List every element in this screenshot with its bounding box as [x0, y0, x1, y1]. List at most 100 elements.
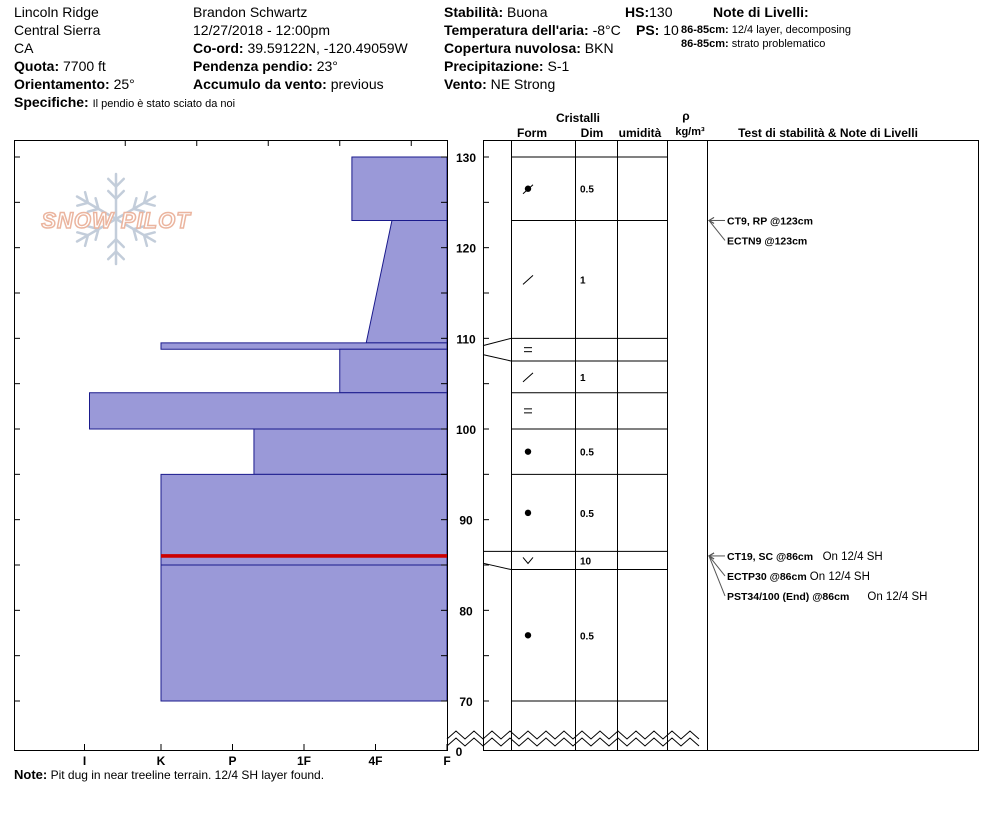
layer-notes-title: Note di Livelli:: [713, 4, 809, 20]
observer: Brandon Schwartz: [193, 4, 308, 20]
test-note: On 12/4 SH: [810, 571, 870, 583]
pit-note: Note: Pit dug in near treeline terrain. …: [14, 766, 324, 784]
surface-hoar-icon: [522, 557, 534, 565]
flake-branch: [132, 207, 146, 213]
height-tick-label: 100: [456, 423, 476, 437]
wind-loading-value: previous: [330, 76, 384, 92]
slope: Pendenza pendio: 23°: [193, 57, 338, 75]
grain-size-label: 10: [580, 556, 592, 567]
layer-note-text: strato problematico: [731, 38, 826, 50]
height-tick-label: 130: [456, 151, 476, 165]
hardness-tick-label: F: [443, 754, 450, 768]
precip-value: S-1: [547, 58, 570, 74]
height-tick-label: 90: [459, 514, 473, 528]
note-label: Note:: [14, 767, 48, 782]
aspect: Orientamento: 25°: [14, 75, 135, 93]
flake-branch: [106, 177, 118, 188]
datetime: 12/27/2018 - 12:00pm: [193, 22, 330, 38]
weak-layer-band: [161, 554, 447, 558]
height-tick-label: 80: [459, 604, 473, 618]
slope-label: Pendenza pendio:: [193, 58, 313, 74]
slope-value: 23°: [316, 58, 338, 74]
flake-branch: [94, 227, 100, 242]
flake-branch: [114, 250, 126, 261]
boundary-connector: [482, 354, 512, 362]
grain-size-label: 0.5: [580, 448, 594, 459]
flake-branch: [142, 201, 156, 207]
faceted-grain-icon: [522, 372, 534, 383]
axis-break: [446, 730, 700, 740]
flake-arm: [75, 217, 118, 243]
ps-label: PS:: [636, 22, 660, 38]
grain-size-label: 1: [580, 373, 586, 384]
wind-value: NE Strong: [490, 76, 556, 92]
test-pointer: [708, 555, 726, 597]
hardness-tick-label: I: [83, 754, 86, 768]
test-label: ECTN9 @123cm: [727, 235, 807, 247]
boundary-connector: [482, 562, 512, 571]
hardness-layer-bar: [160, 473, 448, 557]
height-tick-label: 0: [456, 745, 463, 759]
density-header: kg/m³: [675, 126, 705, 138]
air-temp-label: Temperatura dell'aria:: [444, 22, 589, 38]
layer-note: 86-85cm: strato problematico: [681, 37, 825, 51]
test-note: On 12/4 SH: [823, 551, 883, 563]
test-label: CT19, SC @86cm: [727, 551, 813, 563]
wind: Vento: NE Strong: [444, 75, 555, 93]
hardness-profile: [89, 156, 448, 702]
stability-value: Buona: [507, 4, 548, 20]
grain-size-label: 1: [580, 275, 586, 286]
layer-note-text: 12/4 layer, decomposing: [731, 24, 852, 36]
hs-label: HS:: [625, 4, 650, 20]
rounded-grain-icon: [524, 448, 532, 455]
hardness-tick-label: 1F: [297, 754, 311, 768]
flake-branch: [132, 196, 138, 211]
test-note: On 12/4 SH: [867, 591, 927, 603]
flake-arm: [114, 217, 157, 243]
elevation-value: 7700 ft: [63, 58, 106, 74]
test-pointer: [708, 220, 726, 241]
rounded-grain-icon: [524, 509, 532, 517]
faceted-grain-icon: [522, 275, 534, 285]
flake-branch: [83, 233, 90, 248]
hardness-layer-bar: [339, 348, 448, 394]
arrow-icon: [708, 552, 715, 560]
hardness-layer-bar: [365, 219, 448, 344]
specifics-value: Il pendio è stato sciato da noi: [92, 98, 236, 110]
hardness-layer-bar: [351, 156, 448, 221]
rounded-grain-icon: [524, 632, 532, 639]
watermark-text: SNOW PILOT: [41, 208, 191, 233]
flake-arm: [75, 195, 118, 221]
layer-note: 86-85cm: 12/4 layer, decomposing: [681, 23, 851, 37]
flake-branch: [114, 189, 126, 200]
arrow-icon: [708, 217, 715, 224]
aspect-label: Orientamento:: [14, 76, 110, 92]
axis-break: [446, 737, 700, 747]
flake-branch: [76, 201, 90, 207]
hardness-layer-bar: [160, 564, 448, 702]
profile-frames: [14, 140, 979, 751]
flake-branch: [106, 189, 118, 200]
flake-branch: [142, 233, 149, 248]
elevation-label: Quota:: [14, 58, 60, 74]
test-label: ECTP30 @86cm: [727, 571, 807, 583]
moisture-header: umidità: [619, 126, 662, 140]
location-name: Lincoln Ridge: [14, 4, 99, 20]
size-header: Dim: [581, 126, 604, 140]
grain-size-label: 0.5: [580, 509, 594, 520]
flake-branch: [76, 231, 90, 237]
hardness-tick-label: P: [228, 754, 236, 768]
flake-branch: [114, 238, 126, 249]
specifics: Specifiche: Il pendio è stato sciato da …: [14, 93, 235, 113]
coords-value: 39.59122N, -120.49059W: [247, 40, 408, 56]
flake-branch: [94, 196, 100, 211]
test-pointer: [708, 555, 726, 577]
hardness-layer-bar: [160, 342, 448, 350]
crystals-header: Cristalli: [556, 111, 600, 125]
coordinates: Co-ord: 39.59122N, -120.49059W: [193, 39, 408, 57]
wind-loading: Accumulo da vento: previous: [193, 75, 384, 93]
grain-size-label: 0.5: [580, 185, 594, 196]
